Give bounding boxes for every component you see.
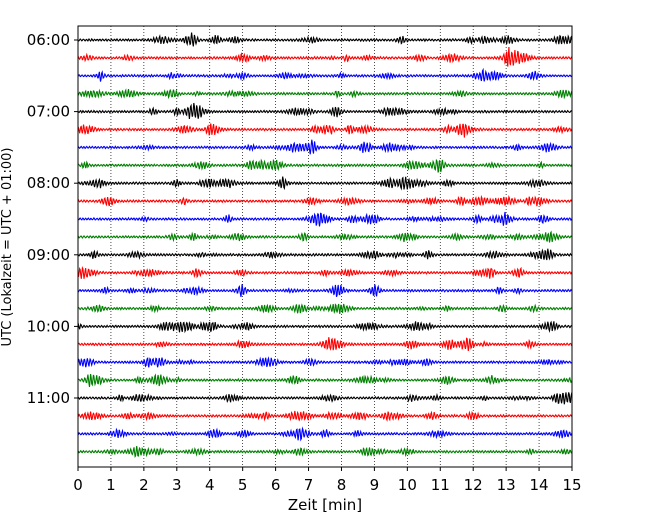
x-tick-label-0: 0: [73, 476, 83, 494]
trace-13: [77, 265, 573, 279]
x-tick-label-9: 9: [370, 476, 380, 494]
trace-2: [77, 67, 573, 82]
trace-9: [77, 194, 573, 207]
traces: [77, 32, 573, 458]
x-tick-label-14: 14: [530, 476, 549, 494]
trace-0: [77, 32, 573, 47]
trace-3: [77, 88, 573, 100]
trace-21: [77, 410, 573, 422]
x-tick-label-7: 7: [304, 476, 314, 494]
x-tick-label-5: 5: [238, 476, 248, 494]
x-tick-label-6: 6: [271, 476, 281, 494]
trace-19: [77, 373, 573, 387]
y-axis-label: UTC (Lokalzeit = UTC + 01:00): [0, 148, 15, 347]
plot-area: [78, 26, 572, 467]
trace-23: [77, 446, 573, 458]
x-tick-label-13: 13: [497, 476, 516, 494]
trace-16: [77, 320, 573, 334]
trace-20: [77, 392, 573, 405]
trace-22: [77, 426, 573, 442]
trace-4: [77, 102, 573, 120]
trace-12: [77, 248, 573, 261]
trace-5: [77, 123, 573, 138]
trace-11: [77, 230, 573, 243]
trace-1: [77, 46, 573, 67]
trace-8: [77, 176, 573, 191]
y-tick-label-4: 10:00: [27, 317, 70, 335]
trace-7: [77, 158, 573, 173]
x-tick-label-4: 4: [205, 476, 215, 494]
y-tick-label-3: 09:00: [27, 246, 70, 264]
x-tick-label-8: 8: [337, 476, 347, 494]
x-axis-label: Zeit [min]: [288, 496, 362, 514]
y-tick-label-5: 11:00: [27, 389, 70, 407]
x-tick-label-1: 1: [106, 476, 116, 494]
trace-15: [77, 303, 573, 315]
trace-14: [77, 284, 573, 298]
x-tick-label-15: 15: [562, 476, 581, 494]
y-tick-label-1: 07:00: [27, 103, 70, 121]
x-tick-label-12: 12: [464, 476, 483, 494]
x-tick-label-3: 3: [172, 476, 182, 494]
y-tick-label-0: 06:00: [27, 31, 70, 49]
x-axis: 0 1 2 3 4 5 6 7 8 9 10 11 12 13 14 15: [73, 467, 582, 494]
y-axis: 06:00 07:00 08:00 09:00 10:00 11:00: [27, 31, 78, 407]
x-tick-label-2: 2: [139, 476, 149, 494]
trace-6: [77, 139, 573, 155]
plot-frame: [77, 25, 573, 468]
x-tick-label-10: 10: [398, 476, 417, 494]
y-tick-label-2: 08:00: [27, 174, 70, 192]
trace-17: [77, 337, 573, 351]
trace-10: [77, 211, 573, 227]
trace-18: [77, 356, 573, 368]
x-tick-label-11: 11: [431, 476, 450, 494]
